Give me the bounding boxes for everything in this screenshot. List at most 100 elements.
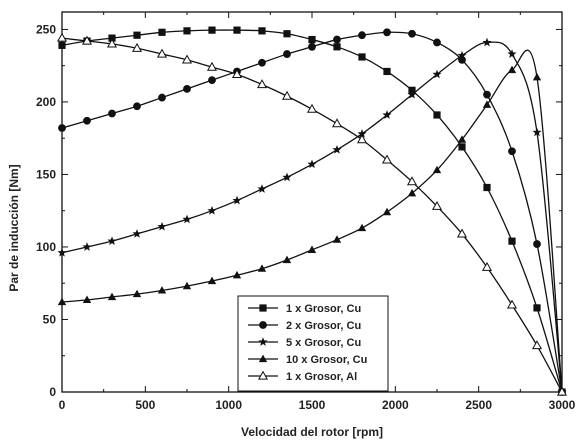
series-1-point <box>208 76 216 85</box>
series-0-point <box>233 26 241 34</box>
x-tick-label: 1000 <box>215 398 242 412</box>
series-1-point <box>158 93 166 102</box>
series-2-point <box>307 159 317 169</box>
x-tick-label: 2500 <box>465 398 492 412</box>
series-3-point <box>532 72 542 81</box>
series-4-point <box>106 38 118 48</box>
series-0-point <box>483 183 491 192</box>
series-4-point <box>231 68 243 78</box>
series-2-point <box>432 69 442 79</box>
series-0-point <box>333 43 341 51</box>
series-3-point <box>432 165 442 174</box>
legend-marker <box>258 337 268 346</box>
series-2-point <box>357 129 367 138</box>
series-4-point <box>281 90 293 100</box>
y-axis-title: Par de inducción [Nm] <box>7 164 21 291</box>
series-4-point <box>56 32 68 42</box>
series-4-point <box>256 79 268 89</box>
series-1-point <box>308 42 316 51</box>
series-4-point <box>506 299 518 309</box>
y-tick-label: 250 <box>36 22 56 36</box>
series-0-point <box>283 30 291 38</box>
x-tick-label: 500 <box>135 398 155 412</box>
series-1-point <box>433 38 441 47</box>
series-2-point <box>257 184 267 193</box>
series-4-point <box>306 103 318 113</box>
series-1-point <box>408 29 416 38</box>
series-1-point <box>483 90 491 99</box>
series-4-point <box>481 261 493 271</box>
series-4-point <box>206 61 218 71</box>
series-0-point <box>183 27 191 35</box>
series-0-point <box>533 304 541 312</box>
series-4-point <box>331 118 343 128</box>
legend-label: 2 x Grosor, Cu <box>286 320 361 332</box>
series-line-2 <box>61 41 563 393</box>
y-tick-label: 0 <box>49 385 56 399</box>
series-3-point <box>107 292 117 301</box>
x-tick-label: 1500 <box>299 398 326 412</box>
series-2-point <box>57 247 67 257</box>
series-3-point <box>457 135 467 143</box>
series-1-point <box>258 58 266 67</box>
y-tick-label: 50 <box>43 312 57 326</box>
series-3-point <box>132 289 142 298</box>
series-4-point <box>556 386 568 396</box>
series-4-point <box>531 340 543 350</box>
series-1-point <box>283 50 291 58</box>
series-0-point <box>258 27 266 35</box>
series-2-point <box>332 144 342 154</box>
series-1-point <box>508 147 516 156</box>
series-2-point <box>282 172 292 182</box>
series-2-point <box>182 214 192 224</box>
series-1-point <box>58 124 66 132</box>
x-tick-label: 2000 <box>382 398 409 412</box>
series-1-point <box>183 84 191 93</box>
series-0-point <box>133 31 141 39</box>
series-2-point <box>382 110 392 119</box>
legend-label: 1 x Grosor, Al <box>286 371 357 383</box>
series-4-point <box>81 35 93 45</box>
series-4-point <box>356 134 368 144</box>
y-tick-label: 100 <box>36 240 56 254</box>
series-2-point <box>407 89 417 99</box>
y-tick-label: 200 <box>36 95 56 109</box>
series-4-point <box>156 48 168 58</box>
series-2-point <box>457 50 467 60</box>
series-3-point <box>257 264 267 272</box>
legend-marker <box>258 354 268 363</box>
series-2-point <box>532 127 542 137</box>
series-0-point <box>108 34 116 42</box>
series-1-point <box>83 116 91 125</box>
series-2-point <box>507 49 517 58</box>
legend-label: 1 x Grosor, Cu <box>286 303 361 315</box>
y-tick-label: 150 <box>36 167 56 181</box>
series-1-point <box>533 240 541 248</box>
legend-marker <box>257 370 269 380</box>
series-0-point <box>308 35 316 44</box>
series-3-point <box>332 235 342 243</box>
series-3-point <box>357 223 367 232</box>
series-2-point <box>482 37 492 47</box>
series-2-point <box>232 195 242 205</box>
series-line-3 <box>61 49 563 393</box>
series-4-point <box>131 42 143 52</box>
series-3-point <box>207 276 217 285</box>
series-3-point <box>82 295 92 303</box>
series-line-1 <box>61 31 563 393</box>
x-axis-title: Velocidad del rotor [rpm] <box>241 425 383 439</box>
series-3-point <box>232 270 242 279</box>
series-3-point <box>507 65 517 74</box>
series-3-point <box>307 245 317 253</box>
series-4-point <box>431 200 443 210</box>
plot-layer: 0 500 1000 1500 2000 2500 3000 0 50 100 150 200 250 1… <box>36 11 576 412</box>
series-1-point <box>358 31 366 40</box>
series-1-point <box>333 35 341 44</box>
series-3-point <box>407 188 417 197</box>
series-0-point <box>58 41 66 49</box>
series-2-point <box>107 236 117 246</box>
series-4-point <box>406 176 418 186</box>
series-3-point <box>282 255 292 264</box>
series-3-point <box>382 207 392 216</box>
